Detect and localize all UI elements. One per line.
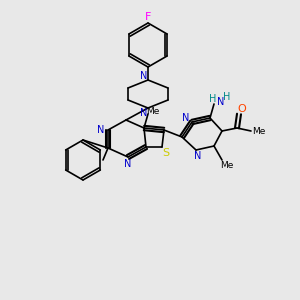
Text: O: O	[238, 104, 246, 114]
Text: H: H	[209, 94, 217, 104]
Text: N: N	[140, 108, 148, 118]
Text: N: N	[194, 151, 202, 161]
Text: N: N	[140, 71, 148, 81]
Text: Me: Me	[252, 127, 266, 136]
Text: N: N	[217, 97, 225, 107]
Text: N: N	[124, 159, 132, 169]
Text: Me: Me	[220, 160, 234, 169]
Text: S: S	[162, 148, 169, 158]
Text: N: N	[182, 113, 190, 123]
Text: Me: Me	[146, 106, 160, 116]
Text: F: F	[145, 12, 151, 22]
Text: N: N	[97, 125, 105, 135]
Text: H: H	[223, 92, 231, 102]
